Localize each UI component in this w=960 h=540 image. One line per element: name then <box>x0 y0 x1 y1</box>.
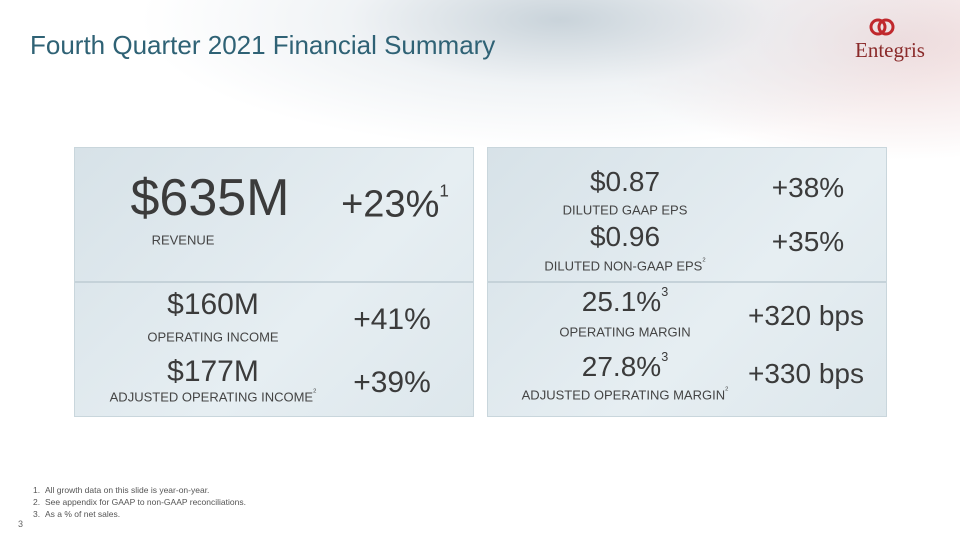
footnote-number: 3. <box>33 509 41 519</box>
growth-text: +35% <box>771 226 845 257</box>
growth-text: +41% <box>353 303 431 336</box>
metric-growth: +320 bps <box>748 300 864 332</box>
metric-growth: +35% <box>772 226 844 258</box>
metric-value: $635M <box>131 168 290 228</box>
footnote-ref: 2 <box>313 388 317 395</box>
metric-label: REVENUE <box>152 233 215 248</box>
metric-growth: +41% <box>353 303 431 337</box>
footnote-text: See appendix for GAAP to non-GAAP reconc… <box>45 497 246 507</box>
panel: $635M REVENUE +23%1 $160M OPERATING INCOME +4… <box>75 148 473 416</box>
divider <box>75 281 473 283</box>
page-number: 3 <box>18 519 24 529</box>
metric-growth: +38% <box>772 172 844 204</box>
value-text: $0.87 <box>589 166 661 197</box>
metric-label: OPERATING MARGIN <box>559 325 690 340</box>
value-text: 25.1% <box>581 286 662 317</box>
metric-label: DILUTED NON-GAAP EPS2 <box>544 257 706 274</box>
growth-text: +39% <box>353 366 431 399</box>
footnote-ref: 3 <box>661 284 669 299</box>
label-text: DILUTED GAAP EPS <box>562 202 688 218</box>
metric-label: ADJUSTED OPERATING MARGIN2 <box>521 386 729 403</box>
footnote-text: As a % of net sales. <box>45 509 121 519</box>
value-text: $0.96 <box>589 221 661 252</box>
panel: $0.87 DILUTED GAAP EPS +38% $0.96 DILUTED NO… <box>488 148 886 416</box>
footnote-ref: 1 <box>439 181 449 201</box>
growth-text: +23% <box>341 183 440 226</box>
label-text: DILUTED NON-GAAP EPS <box>544 258 703 274</box>
footnote-ref: 3 <box>661 349 669 364</box>
divider <box>488 281 886 283</box>
footnote-text: All growth data on this slide is year-on… <box>45 485 210 495</box>
metric-growth: +330 bps <box>748 358 864 390</box>
metric-growth: +39% <box>353 366 431 400</box>
metric-value: 27.8%3 <box>581 349 669 383</box>
label-text: ADJUSTED OPERATING MARGIN <box>521 387 726 403</box>
metric-label: OPERATING INCOME <box>147 330 278 345</box>
footnote-number: 1. <box>33 485 41 495</box>
value-text: $160M <box>167 288 259 321</box>
footnote-number: 2. <box>33 497 41 507</box>
footnote: 3. As a % of net sales. <box>33 509 120 519</box>
growth-text: +38% <box>771 172 845 203</box>
footnote-ref: 2 <box>725 386 729 393</box>
label-text: REVENUE <box>151 232 215 248</box>
metric-value: 25.1%3 <box>581 284 669 318</box>
logo-icon <box>869 18 895 36</box>
footnote-ref: 2 <box>702 257 706 264</box>
label-text: ADJUSTED OPERATING INCOME <box>109 389 314 405</box>
growth-text: +320 bps <box>748 300 864 331</box>
growth-text: +330 bps <box>748 358 864 389</box>
metric-value: $0.87 <box>590 166 660 198</box>
value-text: $177M <box>167 355 259 388</box>
metric-label: DILUTED GAAP EPS <box>563 203 688 218</box>
metric-value: $160M <box>167 288 259 322</box>
slide-title: Fourth Quarter 2021 Financial Summary <box>30 30 496 60</box>
logo: Entegris <box>855 38 925 62</box>
value-text: $635M <box>130 169 290 227</box>
label-text: OPERATING INCOME <box>147 329 279 345</box>
label-text: OPERATING MARGIN <box>559 324 691 340</box>
metric-growth: +23%1 <box>341 181 449 227</box>
footnote: 2. See appendix for GAAP to non-GAAP reco… <box>33 497 246 507</box>
value-text: 27.8% <box>581 351 662 382</box>
footnote: 1. All growth data on this slide is year-… <box>33 485 209 495</box>
metric-label: ADJUSTED OPERATING INCOME2 <box>109 388 317 405</box>
metric-value: $177M <box>167 355 259 389</box>
metric-value: $0.96 <box>590 221 660 253</box>
